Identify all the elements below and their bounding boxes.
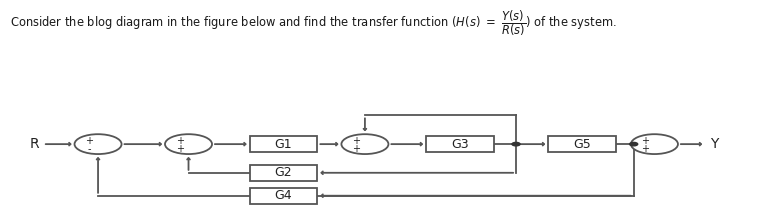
Ellipse shape — [631, 134, 678, 154]
Text: +: + — [176, 144, 184, 154]
Text: R: R — [30, 137, 39, 151]
Text: +: + — [352, 144, 360, 154]
FancyBboxPatch shape — [250, 165, 317, 181]
Text: +: + — [352, 136, 360, 146]
Circle shape — [512, 142, 520, 146]
Text: Y: Y — [711, 137, 719, 151]
Ellipse shape — [341, 134, 388, 154]
Text: G2: G2 — [275, 166, 292, 179]
Text: +: + — [176, 136, 184, 146]
Text: G3: G3 — [451, 138, 469, 151]
Text: G4: G4 — [275, 189, 292, 202]
Text: G5: G5 — [573, 138, 591, 151]
Text: +: + — [85, 136, 93, 146]
Text: +: + — [641, 144, 650, 154]
Ellipse shape — [74, 134, 122, 154]
Text: -: - — [87, 144, 91, 154]
FancyBboxPatch shape — [426, 136, 494, 152]
Ellipse shape — [165, 134, 212, 154]
Text: +: + — [641, 136, 650, 146]
Circle shape — [630, 142, 637, 146]
FancyBboxPatch shape — [548, 136, 616, 152]
Text: G1: G1 — [275, 138, 292, 151]
FancyBboxPatch shape — [250, 136, 317, 152]
Text: Consider the blog diagram in the figure below and find the transfer function ($\: Consider the blog diagram in the figure … — [10, 9, 617, 38]
FancyBboxPatch shape — [250, 188, 317, 204]
